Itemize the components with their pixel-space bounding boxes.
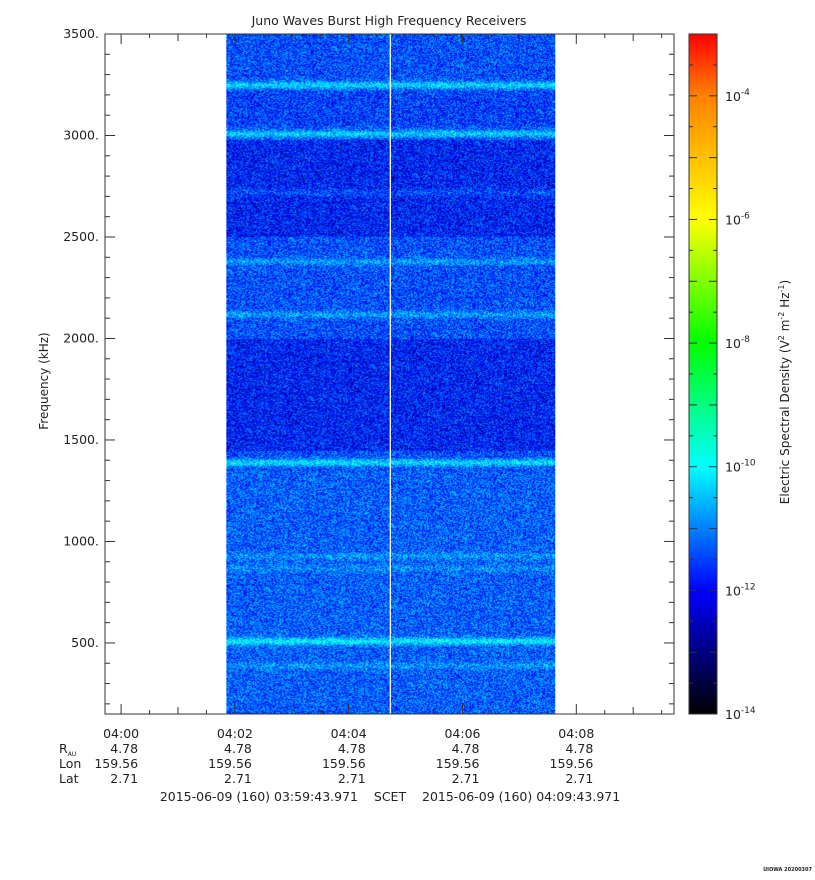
ephemeris-value: 4.78 [338, 741, 366, 756]
ephemeris-value: 4.78 [224, 741, 252, 756]
x-tick-label: 04:08 [558, 726, 594, 741]
colorbar-tick-label: 10-10 [725, 459, 756, 475]
ephemeris-value: 159.56 [322, 756, 366, 771]
time-range-start: 2015-06-09 (160) 03:59:43.971 [160, 789, 358, 804]
y-tick-label: 3000. [63, 127, 99, 142]
plot-frame [104, 33, 675, 715]
x-tick-label: 04:04 [331, 726, 367, 741]
y-tick-label: 500. [71, 635, 99, 650]
ephemeris-value: 2.71 [452, 771, 480, 786]
ephemeris-value: 4.78 [565, 741, 593, 756]
ephemeris-value: 4.78 [452, 741, 480, 756]
y-tick-label: 1000. [63, 533, 99, 548]
x-axis: 04:00 04:02 04:04 04:06 04:08 [103, 34, 663, 741]
ephemeris-value: 159.56 [208, 756, 252, 771]
y-tick-label: 3500. [63, 26, 99, 41]
y-tick-label: 1500. [63, 432, 99, 447]
y-axis: 500. 1000. 1500. 2000. 2500. 3000. 3500. [63, 26, 674, 705]
y-tick-label: 2500. [63, 229, 99, 244]
colorbar-tick-label: 10-6 [725, 211, 750, 227]
colorbar-tick-label: 10-8 [725, 335, 750, 351]
ephemeris-value: 159.56 [550, 756, 594, 771]
colorbar-tick-label: 10-12 [725, 582, 756, 598]
time-range-scet: SCET [374, 789, 407, 804]
ephemeris-value: 2.71 [565, 771, 593, 786]
ephemeris-value: 2.71 [224, 771, 252, 786]
data-gap-line [389, 34, 391, 714]
ephemeris-value: 2.71 [110, 771, 138, 786]
colorbar-label: Electric Spectral Density (V2 m-2 Hz-1) [777, 280, 792, 504]
colorbar-tick-label: 10-14 [725, 706, 756, 722]
colorbar-tick-label: 10-4 [725, 88, 750, 104]
y-tick-label: 2000. [63, 330, 99, 345]
time-range-end: 2015-06-09 (160) 04:09:43.971 [422, 789, 620, 804]
ephemeris-label: Lon [59, 756, 81, 771]
x-tick-label: 04:00 [103, 726, 139, 741]
ephemeris-value: 4.78 [110, 741, 138, 756]
production-stamp: UIOWA 20200307 [763, 867, 812, 873]
y-axis-label: Frequency (kHz) [37, 332, 51, 429]
x-tick-label: 04:06 [444, 726, 480, 741]
chart-title: Juno Waves Burst High Frequency Receiver… [251, 13, 527, 28]
colorbar [688, 33, 718, 715]
ephemeris-value: 159.56 [94, 756, 138, 771]
ephemeris-value: 159.56 [436, 756, 480, 771]
x-tick-label: 04:02 [217, 726, 253, 741]
ephemeris-value: 2.71 [338, 771, 366, 786]
ephemeris-label: Lat [59, 771, 79, 786]
